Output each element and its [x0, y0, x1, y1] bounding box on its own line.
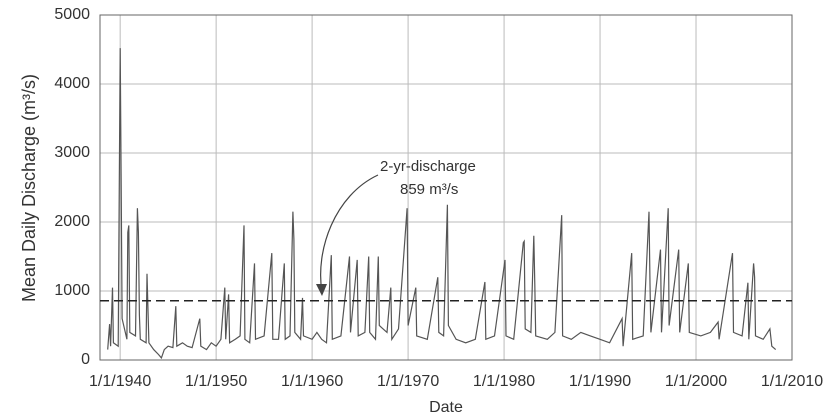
- annotation-arrowhead: [316, 284, 327, 296]
- x-tick-label: 1/1/1990: [569, 373, 631, 390]
- y-tick-label: 1000: [54, 282, 90, 299]
- y-tick-label: 2000: [54, 213, 90, 230]
- x-tick-label: 1/1/1950: [185, 373, 247, 390]
- y-tick-label: 0: [81, 351, 90, 368]
- x-axis-label: Date: [429, 399, 463, 416]
- x-tick-label: 1/1/2010: [761, 373, 823, 390]
- annotation-value: 859 m³/s: [400, 181, 458, 198]
- x-tick-label: 1/1/1940: [89, 373, 151, 390]
- plot-frame: [99, 14, 793, 361]
- discharge-line: [107, 48, 777, 360]
- y-tick-label: 5000: [54, 6, 90, 23]
- x-tick-label: 1/1/1970: [377, 373, 439, 390]
- x-tick-label: 1/1/1960: [281, 373, 343, 390]
- y-axis-label: Mean Daily Discharge (m³/s): [19, 74, 39, 302]
- annotation-title: 2-yr-discharge: [380, 158, 476, 175]
- y-tick-label: 3000: [54, 144, 90, 161]
- x-tick-label: 1/1/1980: [473, 373, 535, 390]
- y-tick-label: 4000: [54, 75, 90, 92]
- annotation-arrow: [320, 174, 379, 293]
- x-tick-label: 1/1/2000: [665, 373, 727, 390]
